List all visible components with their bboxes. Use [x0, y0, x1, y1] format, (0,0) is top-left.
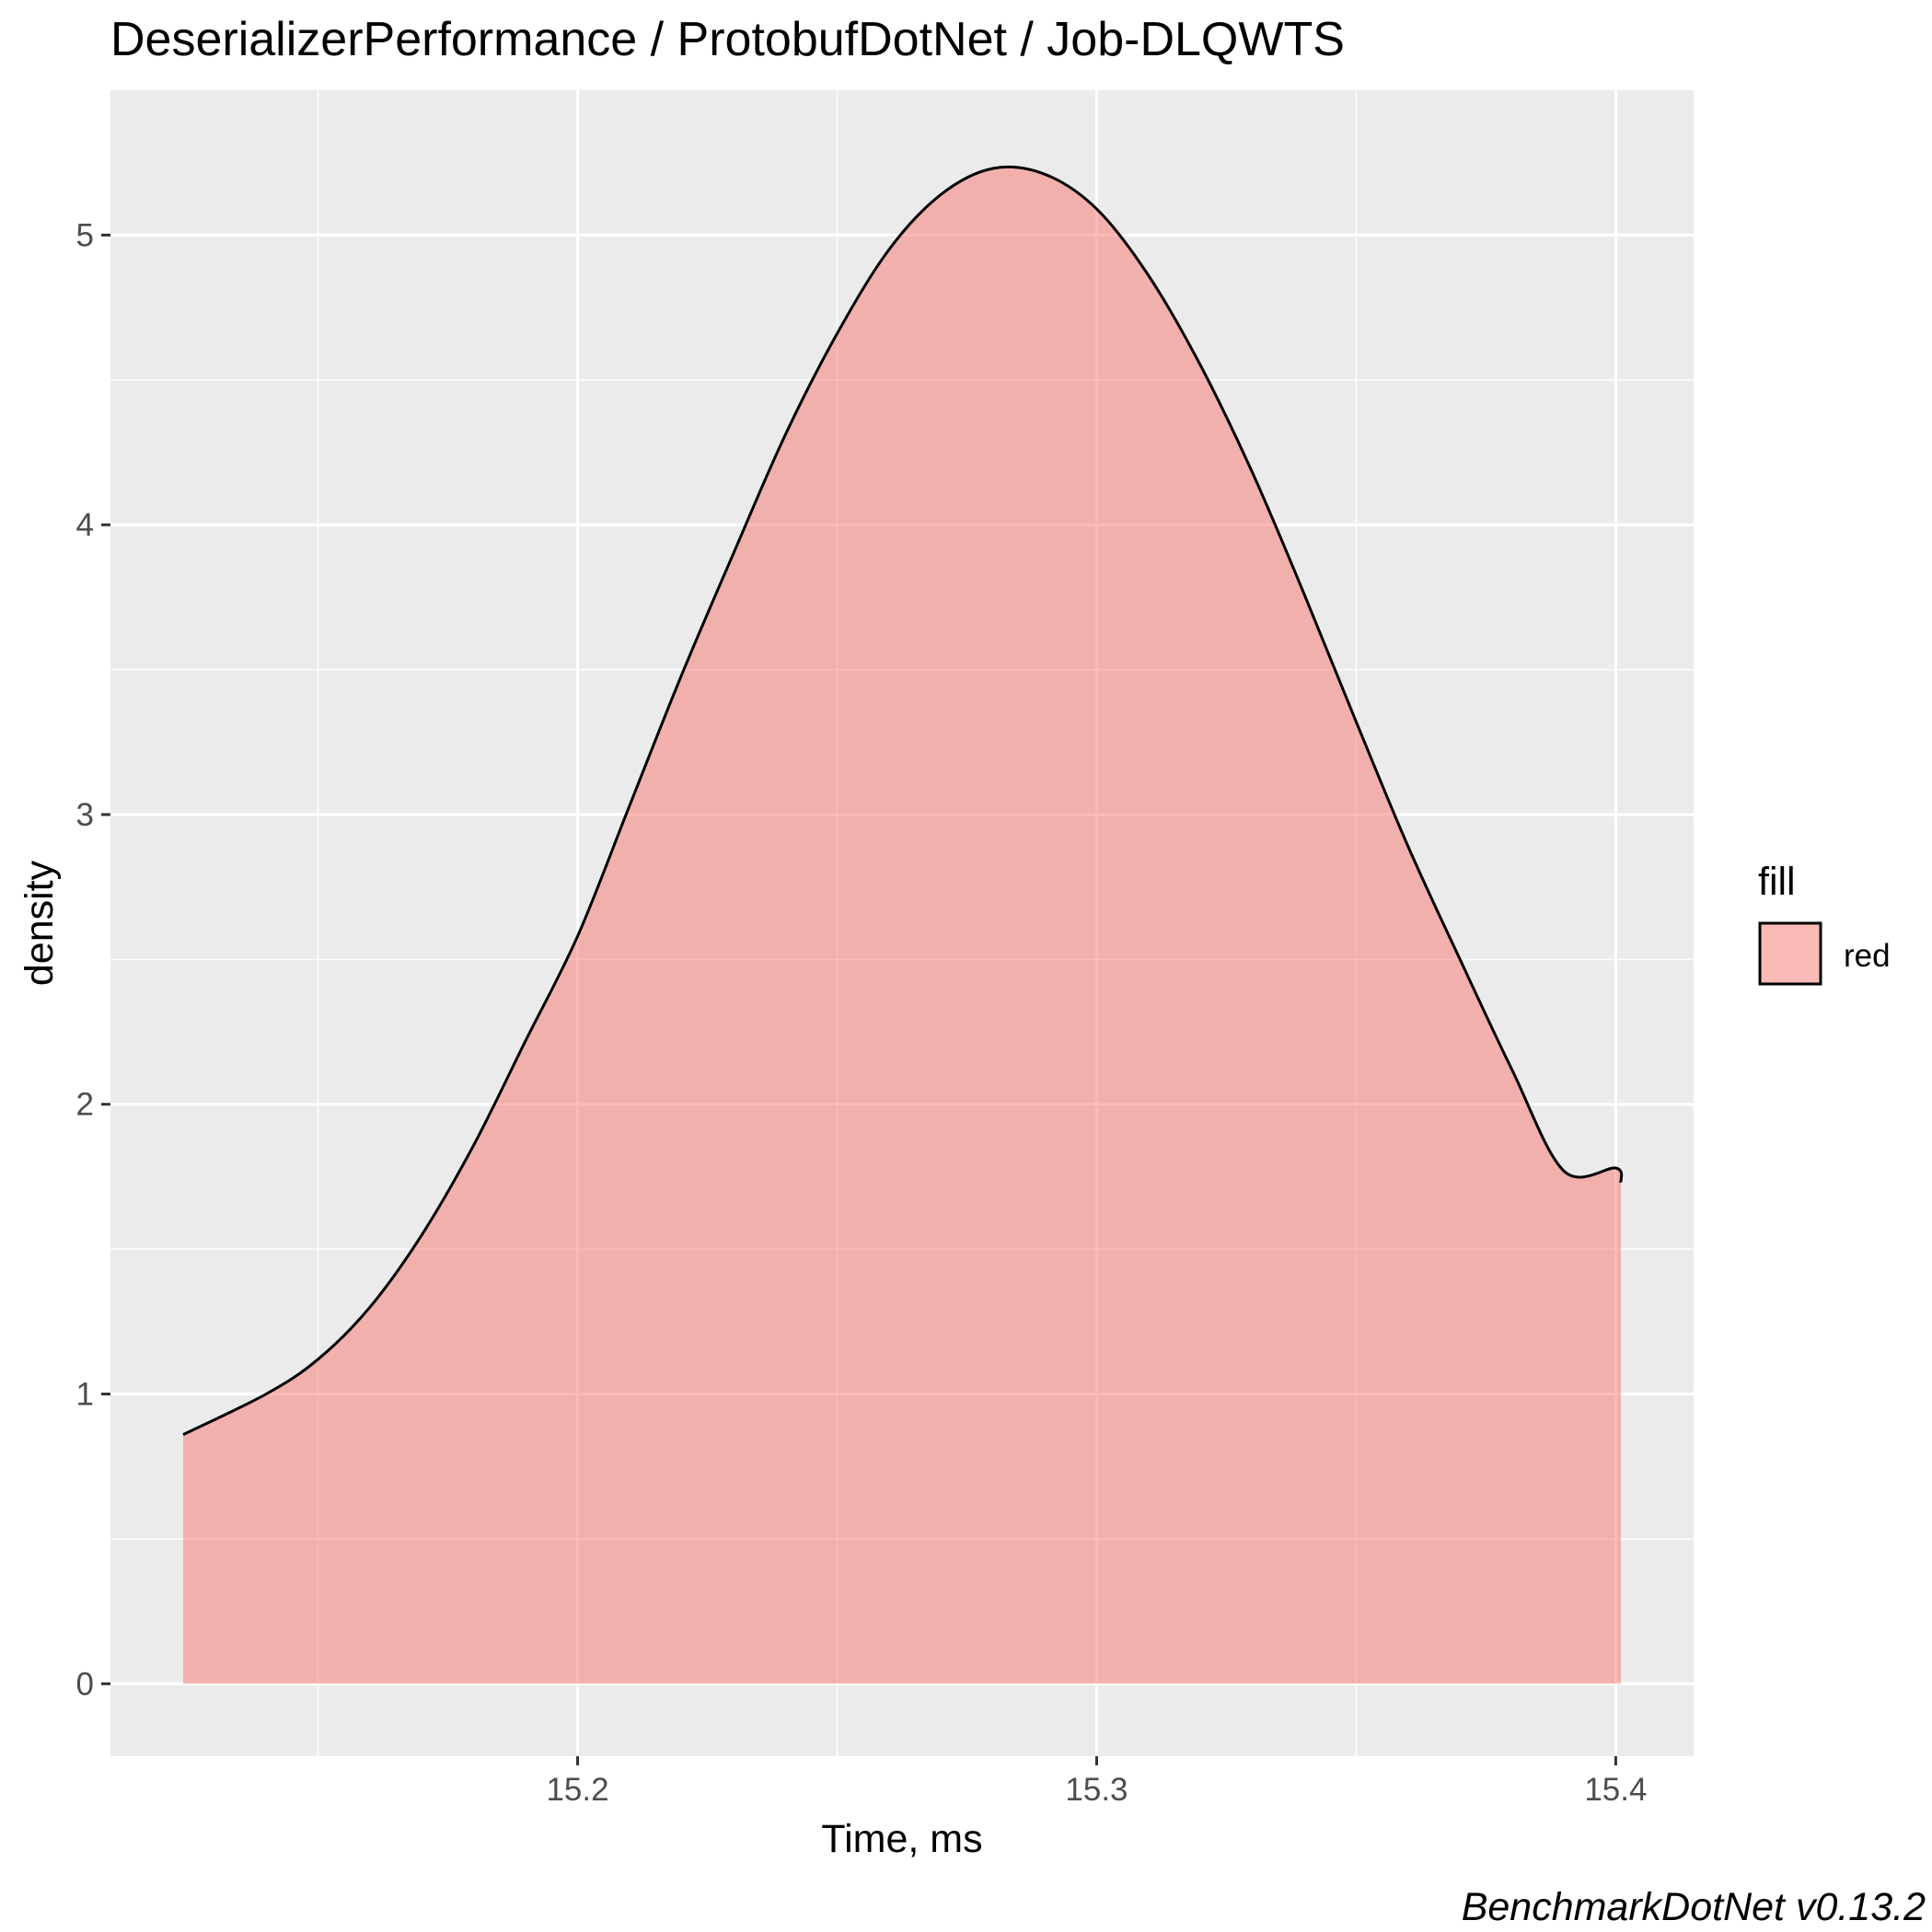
y-tick-label: 2 — [76, 1087, 94, 1123]
x-tick-label: 15.3 — [1065, 1772, 1128, 1808]
legend-label-red: red — [1844, 938, 1891, 974]
y-tick-label: 4 — [76, 507, 94, 543]
density-area — [183, 167, 1622, 1684]
caption: BenchmarkDotNet v0.13.2 — [1462, 1885, 1926, 1929]
density-line — [182, 165, 1624, 1436]
y-tick-label: 1 — [76, 1377, 94, 1413]
x-axis-ticks: 15.2 15.3 15.4 — [546, 1756, 1647, 1808]
y-axis-ticks: 0 1 2 3 4 5 — [76, 217, 110, 1702]
legend-key-red — [1758, 921, 1822, 986]
legend-title: fill — [1758, 860, 1796, 904]
y-tick-label: 3 — [76, 797, 94, 833]
x-tick-label: 15.2 — [546, 1772, 608, 1808]
chart-title: DeserializerPerformance / ProtobufDotNet… — [110, 13, 1345, 66]
x-tick-label: 15.4 — [1584, 1772, 1647, 1808]
y-tick-label: 5 — [76, 217, 94, 253]
legend: fill red — [1758, 860, 1891, 986]
y-axis-title: density — [17, 860, 62, 986]
y-tick-label: 0 — [76, 1666, 94, 1702]
x-axis-title: Time, ms — [821, 1817, 982, 1861]
